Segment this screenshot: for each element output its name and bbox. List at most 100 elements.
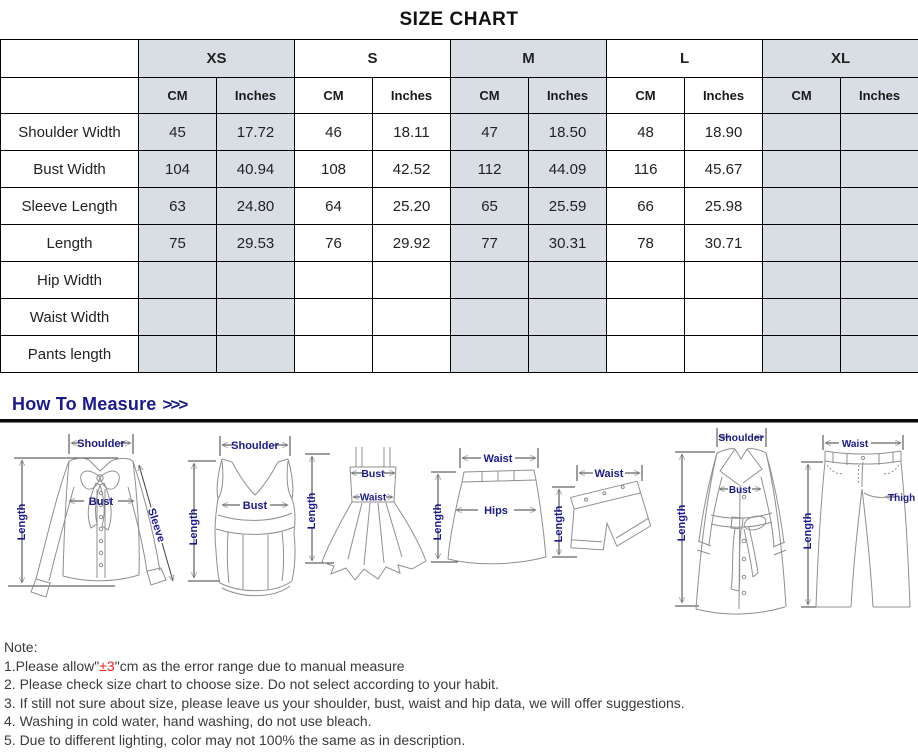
table-cell: 18.11 (372, 113, 452, 151)
size-header-xs: XS (137, 39, 296, 78)
measure-label: Length (306, 492, 318, 529)
table-cell (372, 261, 452, 299)
table-cell: 64 (294, 187, 374, 225)
note-line: 3. If still not sure about size, please … (4, 694, 685, 711)
table-cell (528, 261, 608, 299)
table-cell (684, 261, 764, 299)
table-cell: 108 (294, 150, 374, 188)
table-cell: 116 (606, 150, 686, 188)
table-cell (138, 298, 217, 336)
measure-figures: Shoulder Length Bust Sleeve Shoulder (0, 423, 918, 629)
label-bg (240, 499, 270, 511)
table-cell (450, 335, 530, 373)
table-cell (215, 261, 296, 299)
table-cell (528, 335, 608, 373)
unit-cell: Inches (215, 77, 296, 114)
table-cell (294, 335, 374, 373)
label-bg (553, 512, 566, 535)
measure-label: Shoulder (718, 432, 764, 444)
measure-label: Thigh (888, 493, 915, 504)
unit-cell: Inches (840, 77, 918, 114)
measure-label: Hips (484, 505, 508, 517)
size-header-l: L (606, 39, 764, 78)
table-cell (840, 224, 918, 262)
label-bg (306, 499, 319, 522)
table-cell (762, 113, 842, 151)
table-cell (840, 335, 918, 373)
table-cell (840, 298, 918, 336)
row-label: Bust Width (0, 150, 139, 188)
table-cell: 44.09 (528, 150, 608, 188)
note1-prefix: 1.Please allow" (4, 657, 100, 674)
table-cell: 46 (294, 113, 374, 151)
table-cell (762, 298, 842, 336)
table-cell (606, 335, 686, 373)
table-cell: 18.90 (684, 113, 764, 151)
table-cell (294, 261, 374, 299)
measure-label: Length (432, 503, 444, 540)
measure-label: Sleeve (145, 507, 167, 544)
table-cell: 48 (606, 113, 686, 151)
page-title: SIZE CHART (399, 8, 519, 30)
divider-rule (0, 419, 918, 423)
table-cell: 66 (606, 187, 686, 225)
table-row: Pants length (0, 335, 918, 373)
measure-label: Shoulder (231, 440, 279, 452)
figure-dress: Length Bust Waist (305, 447, 427, 581)
size-header-m: M (450, 39, 608, 78)
figure-tank-top: Shoulder Length Bust (187, 436, 296, 597)
table-cell: 42.52 (372, 150, 452, 188)
size-chart-table: XS S M L XL CM Inches CM Inches CM Inche… (0, 39, 918, 373)
measure-label: Waist (484, 453, 513, 465)
table-cell (840, 187, 918, 225)
table-cell: 24.80 (215, 187, 296, 225)
triple-chevron-icon: >>> (162, 395, 189, 414)
table-cell (450, 261, 530, 299)
size-header-row: XS S M L XL (0, 39, 918, 78)
table-cell (606, 261, 686, 299)
table-cell (294, 298, 374, 336)
notes-heading: Note: (4, 639, 38, 655)
row-label: Length (0, 224, 139, 262)
table-cell: 29.53 (215, 224, 296, 262)
table-row: Shoulder Width 45 17.72 46 18.11 47 18.5… (0, 113, 918, 151)
unit-cell: CM (294, 77, 374, 114)
table-cell (762, 335, 842, 373)
table-cell (684, 298, 764, 336)
label-bg (187, 515, 201, 538)
table-cell (762, 261, 842, 299)
table-cell: 112 (450, 150, 530, 188)
heading-text: How To Measure (12, 394, 157, 414)
table-cell: 25.98 (684, 187, 764, 225)
note-line: 5. Due to different lighting, color may … (4, 731, 466, 748)
table-cell: 25.59 (528, 187, 608, 225)
table-cell (762, 187, 842, 225)
unit-header-row: CM Inches CM Inches CM Inches CM Inches … (0, 77, 918, 114)
table-cell (606, 298, 686, 336)
label-bg (432, 510, 445, 533)
unit-cell: CM (762, 77, 842, 114)
table-cell: 47 (450, 113, 530, 151)
row-label: Sleeve Length (0, 187, 139, 225)
note1-suffix: "cm as the error range due to manual mea… (114, 657, 405, 674)
unit-cell: CM (450, 77, 530, 114)
table-cell (840, 150, 918, 188)
table-cell: 78 (606, 224, 686, 262)
table-cell: 29.92 (372, 224, 452, 262)
table-cell: 75 (138, 224, 217, 262)
table-cell (215, 298, 296, 336)
measure-label: Length (188, 508, 200, 545)
row-label: Waist Width (0, 298, 139, 336)
measure-label: Length (16, 503, 28, 540)
table-row: Waist Width (0, 298, 918, 336)
table-cell: 45.67 (684, 150, 764, 188)
measure-label: Length (802, 512, 814, 549)
table-row: Bust Width 104 40.94 108 42.52 112 44.09… (0, 150, 918, 188)
row-label: Pants length (0, 335, 139, 373)
table-cell: 77 (450, 224, 530, 262)
unit-cell: Inches (528, 77, 608, 114)
measure-label: Length (553, 505, 565, 542)
table-cell (684, 335, 764, 373)
table-cell (762, 150, 842, 188)
measure-label: Bust (243, 500, 268, 512)
